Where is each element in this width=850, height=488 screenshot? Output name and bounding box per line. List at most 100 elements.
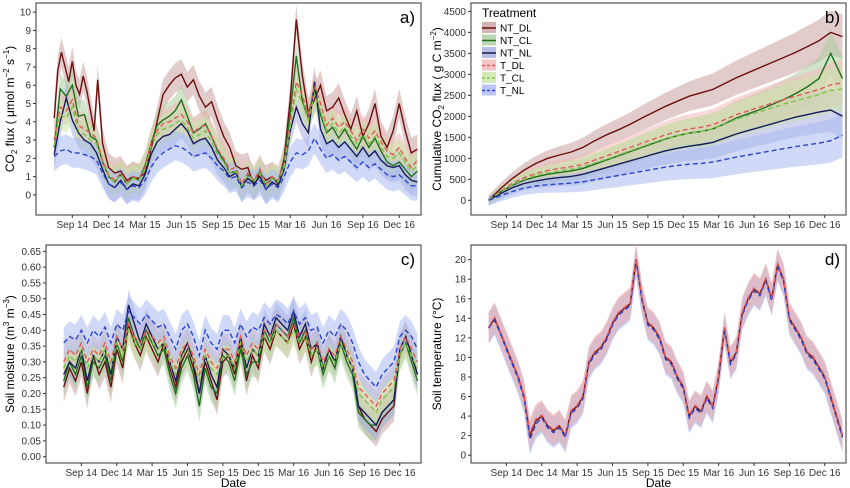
x-tick-label: Dec 15 xyxy=(238,220,270,231)
x-tick-label: Sep 16 xyxy=(774,468,806,479)
y-tick-label: 12 xyxy=(455,333,467,344)
y-tick-label: 10 xyxy=(20,8,32,19)
y-axis-label: Soil moisture (m3 m−3) xyxy=(2,295,17,413)
y-tick-label: 0.65 xyxy=(22,247,42,258)
y-axis-label: CO2 flux ( μmol m−2 s−1) xyxy=(2,46,19,172)
x-tick-label: Jun 15 xyxy=(597,468,627,479)
y-tick-label: 6 xyxy=(25,81,31,92)
x-tick-label: Mar 16 xyxy=(275,220,307,231)
band-T_NL xyxy=(63,296,418,403)
plot-area xyxy=(53,4,418,205)
x-tick-label: Sep 14 xyxy=(56,220,88,231)
panel-tag: c) xyxy=(401,250,415,269)
x-tick-label: Dec 14 xyxy=(526,220,558,231)
panel-c: 0.00 0.05 0.10 0.15 0.20 0.25 0.30 0.35 0.40 0.45… xyxy=(2,244,422,488)
y-tick-label: 0.35 xyxy=(22,342,42,353)
x-axis-label: Date xyxy=(646,476,672,488)
y-tick-label: 0.55 xyxy=(22,278,42,289)
band-T_CL xyxy=(488,66,843,206)
x-tick-label: Jun 16 xyxy=(739,468,769,479)
legend-label-NT_DL: NT_DL xyxy=(500,24,532,35)
x-tick-label: Sep 14 xyxy=(66,468,98,479)
plot-area xyxy=(63,289,419,447)
x-tick-label: Mar 15 xyxy=(562,220,594,231)
y-tick-label: 3500 xyxy=(444,49,467,60)
x-tick-label: Dec 15 xyxy=(667,468,699,479)
y-tick-label: 0 xyxy=(460,451,466,462)
legend-label-T_CL: T_CL xyxy=(500,74,525,85)
x-tick-label: Dec 14 xyxy=(93,220,125,231)
y-tick-label: 1500 xyxy=(444,133,467,144)
y-tick-label: 3 xyxy=(25,136,31,147)
series-line-T_CL xyxy=(63,328,419,414)
series-line-NT_DL xyxy=(53,19,418,188)
series-line-T_CL xyxy=(53,86,418,188)
y-tick-label: 0 xyxy=(460,196,466,207)
x-tick-label: Sep 15 xyxy=(632,220,664,231)
y-tick-label: 3000 xyxy=(444,70,467,81)
y-tick-label: 8 xyxy=(25,44,31,55)
x-tick-label: Mar 16 xyxy=(703,220,735,231)
x-tick-label: Sep 15 xyxy=(632,468,664,479)
x-tick-label: Dec 16 xyxy=(384,468,416,479)
x-axis-label: Date xyxy=(221,476,247,488)
y-tick-label: 7 xyxy=(25,62,31,73)
band-T_DL xyxy=(488,245,843,450)
x-tick-label: Dec 16 xyxy=(809,220,841,231)
x-tick-label: Dec 16 xyxy=(383,220,415,231)
y-tick-label: 0.15 xyxy=(22,405,42,416)
x-tick-label: Dec 15 xyxy=(667,220,699,231)
x-tick-label: Mar 15 xyxy=(129,220,161,231)
y-tick-label: 4 xyxy=(25,117,31,128)
y-tick-label: 14 xyxy=(455,314,467,325)
y-tick-label: 500 xyxy=(449,175,466,186)
legend-label-NT_NL: NT_NL xyxy=(500,49,532,60)
x-tick-label: Sep 16 xyxy=(347,220,379,231)
x-tick-label: Jun 16 xyxy=(314,468,344,479)
x-tick-label: Mar 15 xyxy=(137,468,169,479)
x-tick-label: Dec 14 xyxy=(101,468,133,479)
x-tick-label: Jun 16 xyxy=(312,220,342,231)
x-tick-label: Dec 16 xyxy=(809,468,841,479)
series-line-T_DL xyxy=(488,82,843,201)
x-tick-label: Mar 15 xyxy=(562,468,594,479)
y-tick-label: 20 xyxy=(455,255,467,266)
y-axis-label: Soil temperature (°C) xyxy=(430,298,444,411)
y-tick-label: 9 xyxy=(25,26,31,37)
x-tick-label: Jun 15 xyxy=(172,468,202,479)
y-tick-label: 2000 xyxy=(444,112,467,123)
series-line-NT_CL xyxy=(63,315,419,426)
y-tick-label: 6 xyxy=(460,392,466,403)
x-tick-label: Sep 14 xyxy=(491,468,523,479)
x-tick-label: Jun 15 xyxy=(597,220,627,231)
x-tick-label: Sep 14 xyxy=(491,220,523,231)
legend-label-NT_CL: NT_CL xyxy=(500,36,532,47)
legend-title: Treatment xyxy=(482,6,537,20)
y-tick-label: 0.20 xyxy=(22,389,42,400)
y-axis-label: Cumulative CO2 flux ( g C m−2) xyxy=(429,27,446,191)
panel-tag: d) xyxy=(825,250,840,269)
y-tick-label: 2 xyxy=(460,431,466,442)
y-tick-label: 0.50 xyxy=(22,294,42,305)
legend-label-T_DL: T_DL xyxy=(500,61,525,72)
series-line-T_DL xyxy=(53,79,418,186)
x-tick-label: Dec 14 xyxy=(526,468,558,479)
y-tick-label: 0.40 xyxy=(22,326,42,337)
x-tick-label: Sep 16 xyxy=(774,220,806,231)
series-line-T_DL xyxy=(488,258,844,437)
series-line-NT_NL xyxy=(488,109,843,201)
x-tick-label: Dec 15 xyxy=(242,468,274,479)
y-tick-label: 2 xyxy=(25,154,31,165)
y-tick-label: 4 xyxy=(460,412,466,423)
y-tick-label: 4000 xyxy=(444,28,467,39)
series-line-NT_DL xyxy=(488,31,843,201)
y-tick-label: 0.05 xyxy=(22,436,42,447)
plot-area xyxy=(488,10,844,206)
x-tick-label: Mar 16 xyxy=(278,468,310,479)
x-tick-label: Jun 16 xyxy=(739,220,769,231)
series-line-T_CL xyxy=(488,88,843,201)
x-tick-label: Sep 15 xyxy=(202,220,234,231)
series-line-T_DL xyxy=(63,321,419,408)
